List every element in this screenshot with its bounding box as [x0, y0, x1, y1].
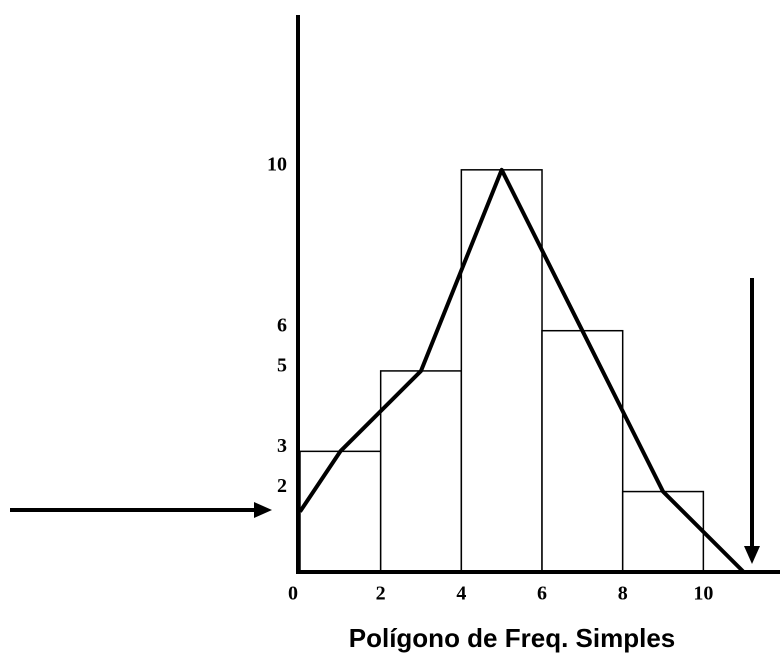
y-tick-label: 6: [277, 314, 287, 336]
y-tick-label: 5: [277, 355, 287, 377]
bar: [379, 370, 463, 573]
x-tick-label: 10: [693, 583, 713, 605]
y-tick-label: 10: [267, 153, 287, 175]
x-tick-label: 2: [376, 583, 386, 605]
x-tick-label: 8: [618, 583, 628, 605]
bar: [541, 329, 624, 573]
right-arrow: [744, 278, 760, 564]
left-arrow: [10, 502, 272, 518]
x-tick-label: 6: [537, 583, 547, 605]
bar: [299, 450, 382, 573]
y-tick-label: 2: [277, 475, 287, 497]
y-tick-label: 3: [277, 435, 287, 457]
x-tick-label: 0: [288, 583, 298, 605]
chart-title: Polígono de Freq. Simples: [349, 623, 676, 653]
frequency-polygon: [298, 167, 746, 574]
bar: [621, 490, 705, 573]
x-tick-label: 4: [456, 583, 466, 605]
